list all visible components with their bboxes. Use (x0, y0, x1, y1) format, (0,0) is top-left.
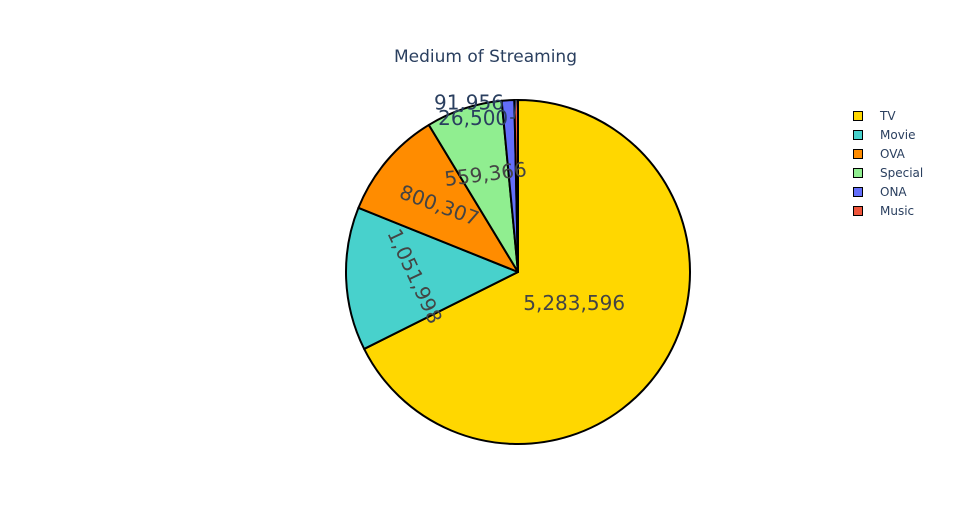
legend-label: TV (880, 108, 896, 123)
legend-item-music[interactable]: Music (853, 201, 923, 220)
legend-swatch (853, 186, 863, 197)
legend-item-ona[interactable]: ONA (853, 182, 923, 201)
legend-item-special[interactable]: Special (853, 163, 923, 182)
legend-label: Special (880, 165, 924, 180)
legend-label: ONA (880, 184, 907, 199)
legend-item-movie[interactable]: Movie (853, 125, 923, 144)
slice-label-tv: 5,283,596 (523, 291, 625, 315)
legend-swatch (853, 129, 863, 140)
pie-slice-ova[interactable] (357, 123, 519, 273)
pie-slice-movie[interactable] (345, 206, 519, 350)
pie-slice-tv[interactable] (363, 99, 691, 445)
slice-label-music: 26,500 (438, 106, 508, 130)
legend-swatch (853, 167, 863, 178)
legend-swatch (853, 110, 863, 121)
slice-label-ona: 91,956 (434, 90, 504, 114)
legend-swatch (853, 148, 863, 159)
legend-label: OVA (880, 146, 905, 161)
legend-label: Music (880, 203, 915, 218)
pie-slices (345, 98, 691, 445)
legend-item-tv[interactable]: TV (853, 106, 923, 125)
leader-line-music (510, 99, 517, 119)
legend: TV Movie OVA Special ONA Music (853, 106, 923, 220)
chart-title: Medium of Streaming (394, 47, 577, 67)
legend-swatch (853, 205, 863, 216)
legend-item-ova[interactable]: OVA (853, 144, 923, 163)
pie-slice-music[interactable] (513, 98, 519, 273)
legend-label: Movie (880, 127, 916, 142)
